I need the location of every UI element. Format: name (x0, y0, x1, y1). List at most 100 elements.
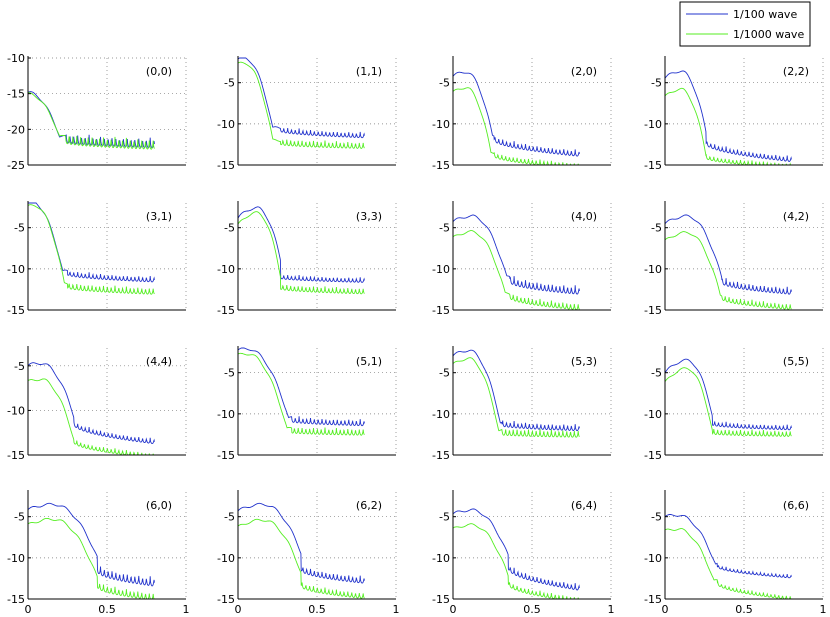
subplot-2-2: -5 -10 -15 (2,2) (644, 56, 824, 172)
y-tick-label: -10 (217, 408, 235, 421)
series-line-1-1000-wave (664, 231, 792, 310)
y-tick-label: -5 (651, 222, 662, 235)
subplot-label: (4,0) (571, 210, 597, 223)
y-tick-label: -15 (644, 449, 662, 462)
x-tick-label: 0 (662, 603, 669, 616)
subplot-4-0: -5 -10 -15 (4,0) (432, 201, 612, 317)
subplot-label: (0,0) (146, 65, 172, 78)
subplot-label: (6,2) (356, 499, 382, 512)
x-tick-label: 0.5 (98, 603, 116, 616)
x-tick-label: 1 (393, 603, 400, 616)
y-tick-label: -10 (7, 552, 25, 565)
y-tick-label: -10 (432, 552, 450, 565)
subplot-label: (5,1) (356, 355, 382, 368)
y-tick-label: -5 (651, 367, 662, 380)
series-line-1-1000-wave (664, 87, 792, 166)
y-tick-label: -15 (644, 304, 662, 317)
series-line-1-100-wave (452, 508, 580, 591)
y-tick-label: -10 (432, 408, 450, 421)
y-tick-label: -5 (224, 77, 235, 90)
y-tick-label: -10 (217, 118, 235, 131)
subplot-label: (5,5) (783, 355, 809, 368)
y-tick-label: -5 (439, 511, 450, 524)
y-tick-label: -15 (432, 593, 450, 606)
subplot-label: (6,6) (783, 499, 809, 512)
y-tick-label: -5 (224, 367, 235, 380)
y-tick-label: -5 (651, 77, 662, 90)
subplot-label: (5,3) (571, 355, 597, 368)
series-line-1-1000-wave (452, 523, 580, 600)
subplot-5-1: -5 -10 -15 (5,1) (217, 346, 397, 462)
series-line-1-100-wave (237, 57, 365, 139)
series-line-1-100-wave (27, 502, 155, 587)
series-line-1-1000-wave (664, 367, 792, 437)
series-line-1-1000-wave (27, 378, 155, 456)
y-tick-label: -15 (217, 304, 235, 317)
series-line-1-1000-wave (237, 352, 365, 436)
y-tick-label: -5 (439, 77, 450, 90)
series-line-1-100-wave (237, 206, 365, 283)
y-tick-label: -25 (7, 159, 25, 172)
y-tick-label: -15 (217, 593, 235, 606)
y-tick-label: -10 (644, 118, 662, 131)
y-tick-label: -10 (7, 263, 25, 276)
series-line-1-1000-wave (27, 92, 155, 150)
y-tick-label: -5 (14, 511, 25, 524)
x-tick-label: 1 (608, 603, 615, 616)
legend: 1/100 wave 1/1000 wave (679, 1, 811, 47)
y-tick-label: -10 (644, 263, 662, 276)
x-tick-label: 1 (183, 603, 190, 616)
series-line-1-100-wave (237, 347, 365, 427)
series-line-1-1000-wave (237, 211, 365, 295)
subplot-label: (6,0) (146, 499, 172, 512)
series-line-1-100-wave (664, 214, 792, 295)
y-tick-label: -10 (432, 263, 450, 276)
subplot-label: (4,2) (783, 210, 809, 223)
subplot-4-2: -5 -10 -15 (4,2) (644, 201, 824, 317)
subplot-0-0: -10 -15 -20 -25 (0,0) (7, 52, 187, 172)
subplot-1-1: -5 -10 -15 (1,1) (217, 56, 397, 172)
x-tick-label: 1 (820, 603, 827, 616)
series-line-1-1000-wave (452, 230, 580, 311)
subplot-label: (1,1) (356, 65, 382, 78)
y-tick-label: -10 (432, 118, 450, 131)
y-tick-label: -15 (432, 449, 450, 462)
y-tick-label: -5 (439, 367, 450, 380)
y-tick-label: -15 (644, 593, 662, 606)
y-tick-label: -10 (217, 552, 235, 565)
subplot-3-3: -5 -10 -15 (3,3) (217, 201, 397, 317)
subplot-label: (6,4) (571, 499, 597, 512)
subplot-5-3: -5 -10 -15 (5,3) (432, 346, 612, 462)
y-tick-label: -15 (432, 304, 450, 317)
subplot-6-6: -5 -10 -150 0.5 1 (6,6) (644, 490, 827, 616)
y-tick-label: -20 (7, 123, 25, 136)
y-tick-label: -10 (644, 552, 662, 565)
subplot-label: (2,2) (783, 65, 809, 78)
y-tick-label: -15 (217, 449, 235, 462)
series-line-1-100-wave (664, 70, 792, 162)
y-tick-label: -5 (651, 511, 662, 524)
x-tick-label: 0.5 (308, 603, 326, 616)
subplot-5-5: -5 -10 -15 (5,5) (644, 346, 824, 462)
series-line-1-100-wave (664, 514, 792, 579)
y-tick-label: -15 (432, 159, 450, 172)
y-tick-label: -5 (14, 360, 25, 373)
subplot-6-4: -5 -10 -150 0.5 1 (6,4) (432, 490, 615, 616)
x-tick-label: 0 (450, 603, 457, 616)
subplot-3-1: -5 -10 -15 (3,1) (7, 201, 187, 317)
series-line-1-1000-wave (664, 528, 792, 600)
subplot-6-2: -5 -10 -150 0.5 1 (6,2) (217, 490, 400, 616)
y-tick-label: -10 (217, 263, 235, 276)
series-line-1-1000-wave (237, 518, 365, 599)
y-tick-label: -5 (224, 222, 235, 235)
y-tick-label: -15 (217, 159, 235, 172)
subplot-label: (4,4) (146, 355, 172, 368)
series-line-1-100-wave (237, 502, 365, 584)
legend-label-1-1000-wave: 1/1000 wave (733, 28, 804, 41)
x-tick-label: 0 (25, 603, 32, 616)
subplot-label: (2,0) (571, 65, 597, 78)
y-tick-label: -15 (7, 88, 25, 101)
y-tick-label: -15 (7, 449, 25, 462)
y-tick-label: -10 (644, 408, 662, 421)
